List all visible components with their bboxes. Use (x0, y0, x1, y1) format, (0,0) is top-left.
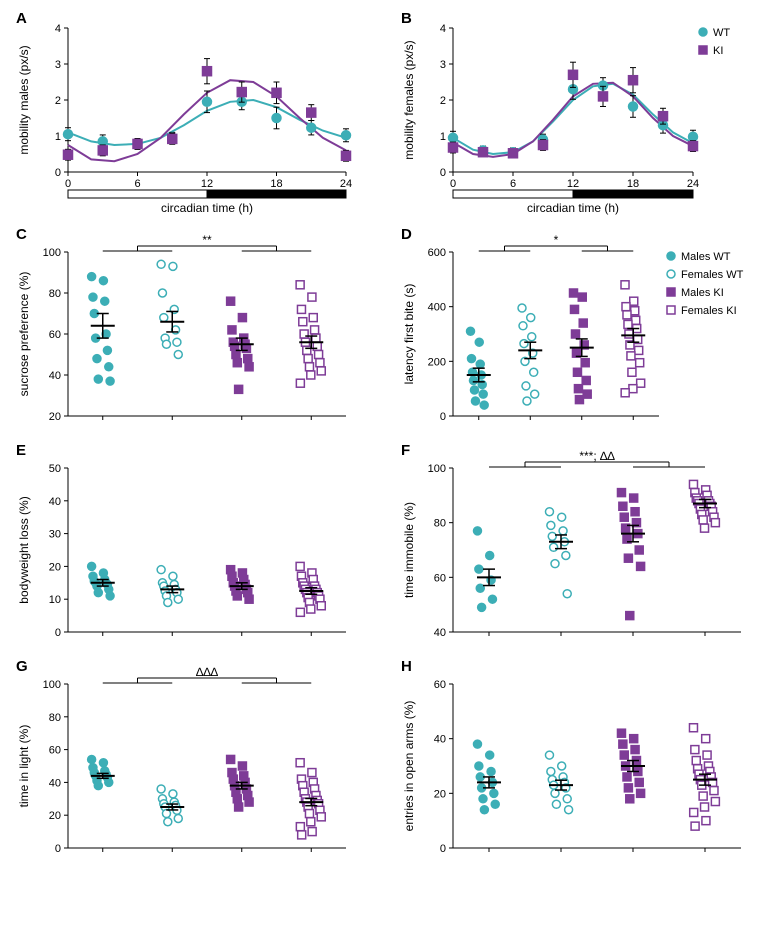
svg-text:6: 6 (134, 178, 140, 190)
svg-text:20: 20 (49, 561, 61, 573)
panel-label-F: F (401, 442, 410, 459)
svg-text:2: 2 (55, 95, 61, 107)
svg-text:20: 20 (434, 788, 446, 800)
svg-text:mobility females (px/s): mobility females (px/s) (402, 40, 416, 159)
svg-text:Males KI: Males KI (681, 287, 724, 299)
panel-label-C: C (16, 226, 27, 243)
svg-text:60: 60 (434, 572, 446, 584)
panel-D: D 0 200 400 600 latency first bite (s) * Males… (395, 226, 768, 436)
svg-text:**: ** (202, 233, 212, 247)
svg-text:0: 0 (440, 843, 446, 855)
svg-text:80: 80 (49, 712, 61, 724)
panel-label-G: G (16, 658, 28, 675)
svg-text:Females KI: Females KI (681, 305, 737, 317)
svg-text:100: 100 (43, 679, 61, 691)
svg-text:WT: WT (713, 27, 730, 39)
panel-C: C 20 40 60 80 100 sucrose preference (%) ** (10, 226, 383, 436)
svg-text:0: 0 (65, 178, 71, 190)
svg-text:40: 40 (434, 627, 446, 639)
svg-text:0: 0 (55, 843, 61, 855)
svg-text:18: 18 (627, 178, 639, 190)
svg-text:20: 20 (49, 411, 61, 423)
svg-text:40: 40 (49, 496, 61, 508)
svg-text:50: 50 (49, 463, 61, 475)
svg-text:20: 20 (49, 810, 61, 822)
svg-text:time immobile (%): time immobile (%) (402, 502, 416, 598)
svg-text:80: 80 (49, 288, 61, 300)
svg-text:40: 40 (49, 777, 61, 789)
svg-text:circadian time (h): circadian time (h) (527, 201, 619, 215)
svg-text:circadian time (h): circadian time (h) (161, 201, 253, 215)
svg-text:0: 0 (55, 167, 61, 179)
panel-label-D: D (401, 226, 412, 243)
svg-text:***; ∆∆: ***; ∆∆ (579, 449, 615, 463)
svg-text:30: 30 (49, 529, 61, 541)
panel-B: B 0123406121824circadian time (h)mobilit… (395, 10, 768, 220)
svg-text:10: 10 (49, 594, 61, 606)
panel-label-E: E (16, 442, 26, 459)
svg-text:40: 40 (434, 734, 446, 746)
svg-text:200: 200 (428, 356, 446, 368)
svg-text:24: 24 (340, 178, 352, 190)
svg-text:sucrose preference (%): sucrose preference (%) (17, 272, 31, 397)
svg-text:Males WT: Males WT (681, 251, 731, 263)
panel-A: A 0123406121824circadian time (h)mobilit… (10, 10, 383, 220)
svg-text:0: 0 (440, 167, 446, 179)
svg-text:*: * (554, 233, 559, 247)
svg-text:24: 24 (687, 178, 699, 190)
svg-text:KI: KI (713, 45, 723, 57)
svg-text:3: 3 (55, 59, 61, 71)
svg-text:60: 60 (49, 745, 61, 757)
svg-text:400: 400 (428, 302, 446, 314)
svg-text:latency first bite (s): latency first bite (s) (402, 284, 416, 385)
svg-text:100: 100 (43, 247, 61, 259)
svg-text:bodyweight loss (%): bodyweight loss (%) (17, 496, 31, 603)
panel-G: G 0 20 40 60 80 100 time in light (%) ∆∆∆ (10, 658, 383, 868)
svg-text:60: 60 (49, 329, 61, 341)
svg-text:18: 18 (270, 178, 282, 190)
svg-text:entries in open arms (%): entries in open arms (%) (402, 701, 416, 832)
svg-text:time in light (%): time in light (%) (17, 725, 31, 808)
svg-text:∆∆∆: ∆∆∆ (196, 665, 219, 679)
figure-grid: A 0123406121824circadian time (h)mobilit… (10, 10, 768, 868)
svg-text:100: 100 (428, 463, 446, 475)
svg-text:60: 60 (434, 679, 446, 691)
svg-text:12: 12 (567, 178, 579, 190)
svg-text:0: 0 (450, 178, 456, 190)
svg-text:6: 6 (510, 178, 516, 190)
panel-F: F 40 60 80 100 time immobile (%) ***; ∆∆ (395, 442, 768, 652)
svg-text:600: 600 (428, 247, 446, 259)
panel-label-H: H (401, 658, 412, 675)
panel-label-B: B (401, 10, 412, 27)
svg-text:1: 1 (440, 131, 446, 143)
svg-text:1: 1 (55, 131, 61, 143)
svg-text:3: 3 (440, 59, 446, 71)
svg-text:0: 0 (440, 411, 446, 423)
panel-label-A: A (16, 10, 27, 27)
svg-text:12: 12 (201, 178, 213, 190)
panel-E: E 0 10 20 30 40 50 bodyweight loss (%) (10, 442, 383, 652)
svg-text:40: 40 (49, 370, 61, 382)
panel-H: H 0 20 40 60 entries in open arms (%) (395, 658, 768, 868)
svg-text:80: 80 (434, 518, 446, 530)
svg-text:4: 4 (55, 23, 61, 35)
svg-text:4: 4 (440, 23, 446, 35)
svg-text:2: 2 (440, 95, 446, 107)
svg-text:Females WT: Females WT (681, 269, 744, 281)
svg-text:mobility males (px/s): mobility males (px/s) (17, 45, 31, 154)
svg-text:0: 0 (55, 627, 61, 639)
